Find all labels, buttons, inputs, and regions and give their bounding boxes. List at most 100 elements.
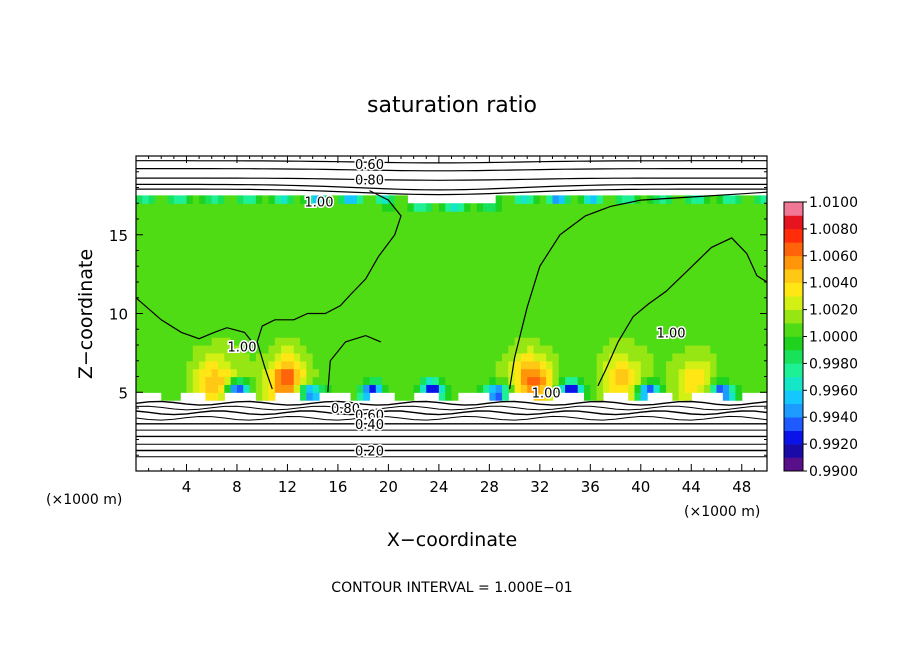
field-cell [483, 234, 490, 244]
field-cell [337, 266, 345, 275]
field-cell [527, 274, 535, 283]
field-cell [199, 242, 207, 252]
field-cell [514, 242, 522, 252]
field-cell [476, 384, 484, 393]
field-cell [741, 226, 749, 236]
field-cell [236, 297, 244, 307]
field-cell [602, 195, 610, 204]
field-cell [703, 368, 711, 378]
field-cell [748, 305, 755, 315]
field-cell [691, 219, 699, 228]
field-cell [596, 258, 604, 267]
field-cell [249, 274, 257, 283]
field-cell [495, 321, 503, 330]
field-cell [508, 242, 516, 252]
field-cell [571, 313, 579, 322]
field-cell [710, 384, 718, 393]
field-cell [672, 203, 680, 212]
field-cell [173, 242, 181, 252]
field-cell [716, 274, 724, 283]
field-cell [476, 321, 484, 330]
field-cell [615, 376, 623, 385]
field-cell [401, 203, 408, 212]
field-cell [236, 329, 244, 338]
field-cell [691, 352, 699, 362]
field-cell [268, 211, 276, 220]
field-cell [659, 345, 667, 354]
field-cell [628, 234, 636, 244]
field-cell [243, 384, 251, 393]
field-cell [161, 352, 169, 362]
field-cell [483, 203, 490, 212]
field-cell [653, 226, 661, 236]
field-cell [552, 305, 560, 315]
field-cell [565, 313, 572, 322]
field-cell [691, 289, 699, 299]
field-cell [432, 368, 440, 378]
field-cell [533, 368, 541, 378]
field-cell [760, 211, 768, 220]
field-cell [413, 282, 421, 291]
field-cell [426, 289, 434, 299]
field-cell [192, 242, 200, 252]
field-cell [394, 321, 402, 330]
field-cell [350, 234, 358, 244]
field-cell [382, 360, 389, 370]
field-cell [647, 219, 655, 228]
x-tick-label: 28 [480, 478, 499, 496]
field-cell [426, 360, 434, 370]
field-cell [539, 368, 547, 378]
field-cell [438, 266, 446, 275]
field-cell [628, 384, 636, 393]
field-cell [331, 274, 339, 283]
field-cell [640, 305, 648, 315]
field-cell [312, 219, 320, 228]
field-cell [565, 345, 572, 354]
field-cell [659, 329, 667, 338]
field-cell [148, 305, 156, 315]
field-cell [501, 329, 509, 338]
field-cell [287, 274, 295, 283]
field-cell [457, 337, 465, 346]
field-cell [211, 337, 219, 346]
field-cell [262, 329, 270, 338]
field-cell [255, 337, 263, 346]
field-cell [382, 313, 389, 322]
field-cell [615, 297, 623, 307]
field-cell [388, 282, 396, 291]
field-cell [142, 321, 150, 330]
field-cell [546, 274, 554, 283]
field-cell [729, 337, 737, 346]
field-cell [621, 195, 629, 204]
field-cell [375, 195, 383, 204]
field-cell [274, 329, 282, 338]
contour-label: 1.00 [532, 386, 561, 401]
field-cell [419, 289, 427, 299]
field-cell [325, 360, 333, 370]
field-cell [634, 211, 642, 220]
field-cell [306, 289, 314, 299]
field-cell [552, 242, 560, 252]
field-cell [666, 368, 673, 378]
field-cell [489, 219, 497, 228]
field-cell [312, 305, 320, 315]
field-cell [445, 360, 453, 370]
field-cell [192, 345, 200, 354]
field-cell [666, 352, 673, 362]
field-cell [161, 274, 169, 283]
x-tick-label: 44 [682, 478, 701, 496]
field-cell [148, 360, 156, 370]
field-cell [716, 360, 724, 370]
field-cell [565, 337, 572, 346]
colorbar-label: 1.0000 [809, 330, 858, 346]
field-cell [672, 219, 680, 228]
field-cell [243, 211, 251, 220]
field-cell [180, 258, 188, 267]
field-cell [445, 384, 453, 393]
field-cell [640, 297, 648, 307]
field-cell [470, 282, 478, 291]
field-cell [584, 321, 591, 330]
field-cell [369, 266, 377, 275]
field-cell [735, 297, 743, 307]
